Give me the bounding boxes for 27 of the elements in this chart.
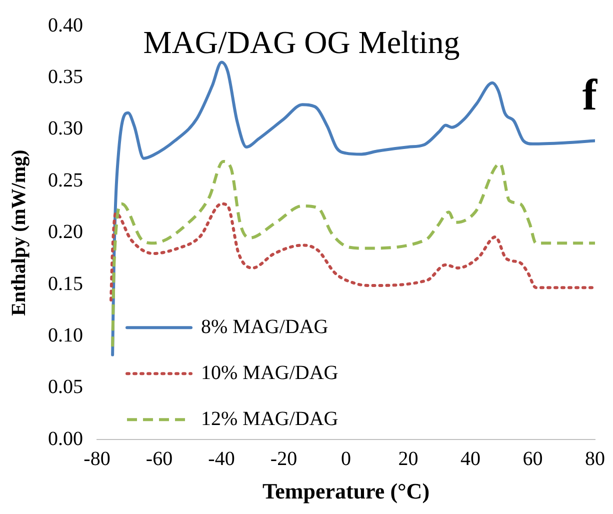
line-series (111, 160, 595, 348)
y-tick-label: 0.00 (48, 428, 83, 450)
x-axis-title: Temperature (°C) (262, 478, 430, 504)
x-tick-label: 60 (522, 448, 543, 470)
x-tick-label: -80 (84, 448, 110, 470)
x-tick-label: 0 (341, 448, 351, 470)
y-tick-label: 0.15 (48, 272, 83, 295)
x-tick-label: 40 (460, 448, 480, 470)
y-axis-title: Enthalpy (mW/mg) (8, 150, 30, 316)
y-tick-label: 0.05 (48, 376, 83, 398)
x-tick-label: 20 (398, 448, 418, 470)
annotation: f (582, 70, 598, 120)
y-tick-label: 0.40 (48, 14, 83, 36)
x-tick-label: -20 (270, 448, 298, 470)
line-series (110, 202, 595, 302)
y-tick-label: 0.20 (48, 221, 83, 244)
legend-label: 8% MAG/DAG (201, 316, 328, 338)
chart-title: MAG/DAG OG Melting (143, 24, 460, 60)
y-tick-label: 0.10 (48, 324, 83, 346)
y-tick-label: 0.30 (48, 118, 83, 140)
x-tick-label: -40 (208, 448, 235, 470)
legend-label: 12% MAG/DAG (201, 408, 338, 430)
x-tick-label: 80 (585, 448, 605, 470)
legend-label: 10% MAG/DAG (201, 362, 338, 384)
y-tick-label: 0.25 (48, 169, 83, 192)
x-tick-label: -60 (146, 448, 173, 470)
y-tick-label: 0.35 (48, 66, 83, 88)
